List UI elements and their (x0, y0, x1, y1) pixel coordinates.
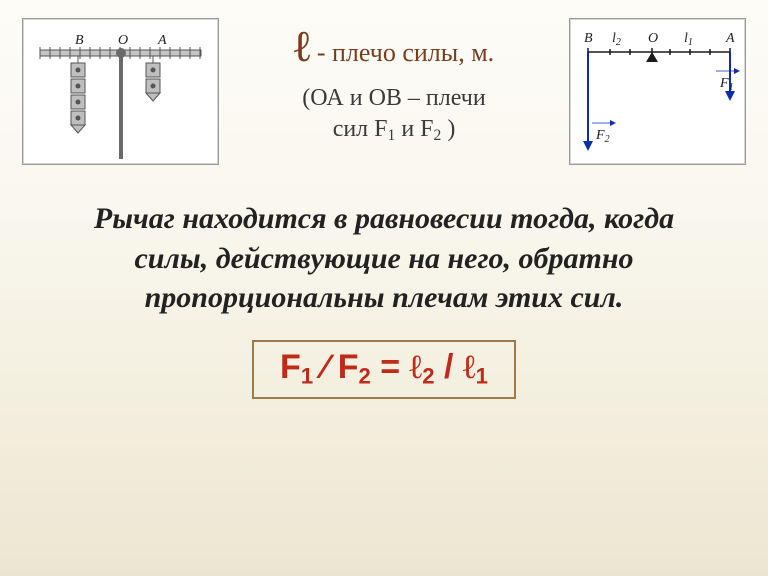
left-lever-figure: B O A (22, 18, 219, 165)
arm-definition-line: ℓ - плечо силы, м. (219, 22, 569, 73)
svg-text:B: B (75, 33, 84, 48)
svg-text:l1: l1 (684, 31, 693, 48)
svg-text:O: O (118, 33, 128, 48)
svg-text:F1: F1 (719, 76, 734, 93)
right-lever-figure: B l2 O l1 A F1 F2 (569, 18, 746, 165)
definition-rest: - плечо силы, м. (310, 38, 494, 67)
svg-text:B: B (584, 31, 593, 46)
lever-formula: F1 ∕ F2 = ℓ2 / ℓ1 (252, 340, 516, 400)
arms-note: (ОА и ОВ – плечи сил F1 и F2 ) (219, 83, 569, 146)
svg-text:A: A (157, 33, 167, 48)
svg-text:F2: F2 (595, 128, 610, 145)
svg-text:O: O (648, 31, 658, 46)
svg-text:A: A (725, 31, 735, 46)
svg-text:l2: l2 (612, 31, 621, 48)
ell-symbol: ℓ (294, 22, 311, 71)
equilibrium-statement: Рычаг находится в равновесии тогда, когд… (54, 199, 714, 318)
arm-definition-block: ℓ - плечо силы, м. (ОА и ОВ – плечи сил … (219, 18, 569, 146)
